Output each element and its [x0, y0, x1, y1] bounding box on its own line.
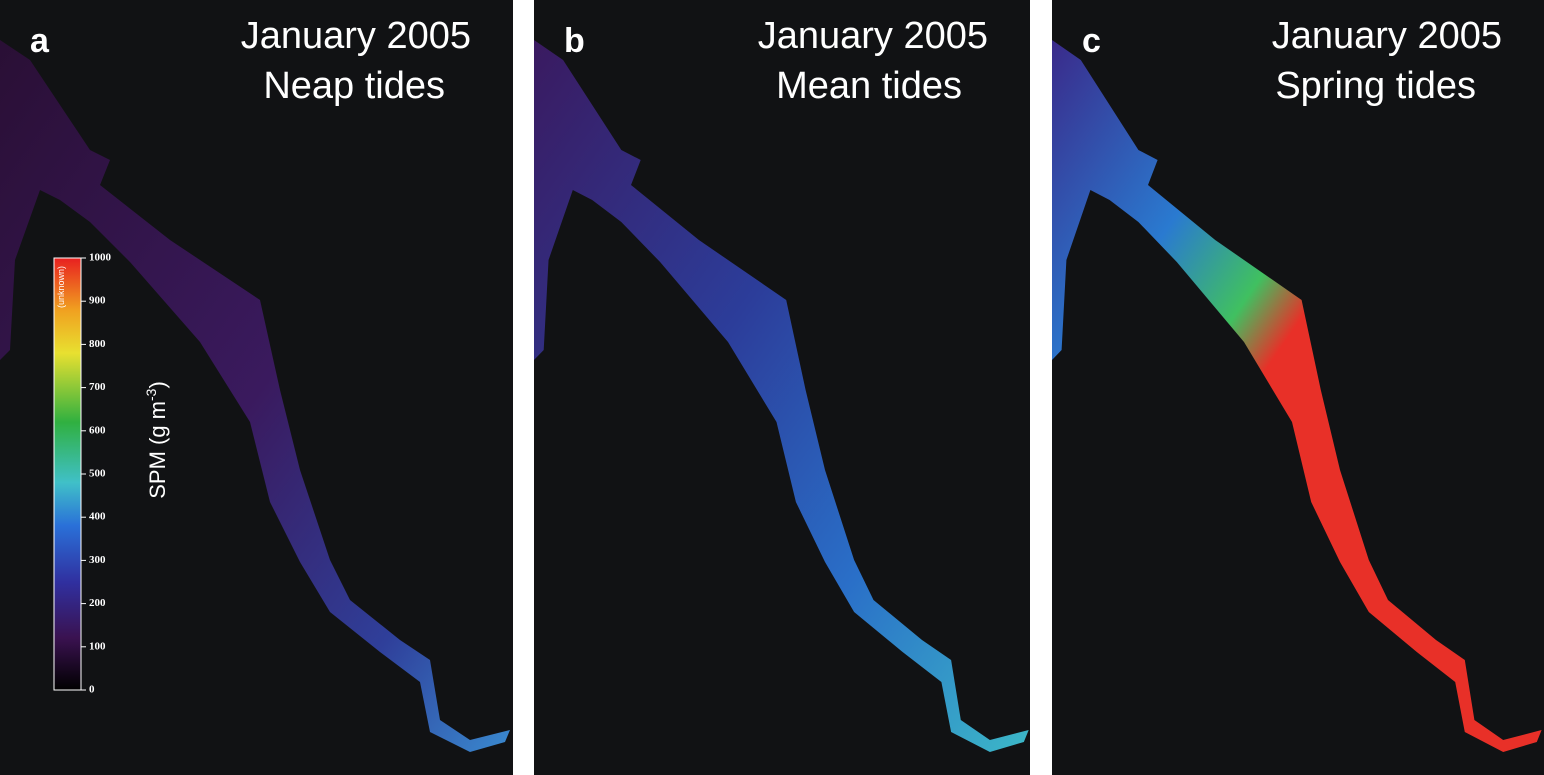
- panel-title: January 2005: [241, 15, 471, 57]
- panel-b: [534, 0, 1030, 775]
- panel-subtitle: Mean tides: [776, 65, 962, 107]
- colorbar-tick-label: 900: [89, 295, 106, 307]
- colorbar-tick-label: 600: [89, 424, 106, 436]
- colorbar-tick-label: 800: [89, 338, 106, 350]
- panel-title: January 2005: [1272, 15, 1502, 57]
- colorbar-tick-label: 1000: [89, 252, 112, 264]
- colorbar-tick-label: 400: [89, 511, 106, 523]
- figure: a January 2005 Neap tides b January 2005 Mean…: [0, 0, 1544, 775]
- colorbar-tick-label: 200: [89, 597, 106, 609]
- panel-c: [1052, 0, 1544, 775]
- colorbar-tick-label: 500: [89, 468, 106, 480]
- panel-label: a: [30, 22, 50, 60]
- panel-label: b: [564, 22, 585, 60]
- colorbar: [54, 258, 81, 690]
- panel-subtitle: Spring tides: [1275, 65, 1476, 107]
- colorbar-tick-label: 300: [89, 554, 106, 566]
- colorbar-tick-label: 100: [89, 640, 106, 652]
- label-end: ): [145, 381, 170, 388]
- panel-title: January 2005: [758, 15, 988, 57]
- label-superscript: -3: [143, 388, 159, 401]
- colorbar-tick-label: 0: [89, 684, 95, 696]
- unknown-label: (unknown): [56, 266, 66, 308]
- panel-subtitle: Neap tides: [263, 65, 445, 107]
- panel-label: c: [1082, 22, 1101, 60]
- label-text: SPM (g m: [145, 401, 170, 499]
- colorbar-tick-label: 700: [89, 381, 106, 393]
